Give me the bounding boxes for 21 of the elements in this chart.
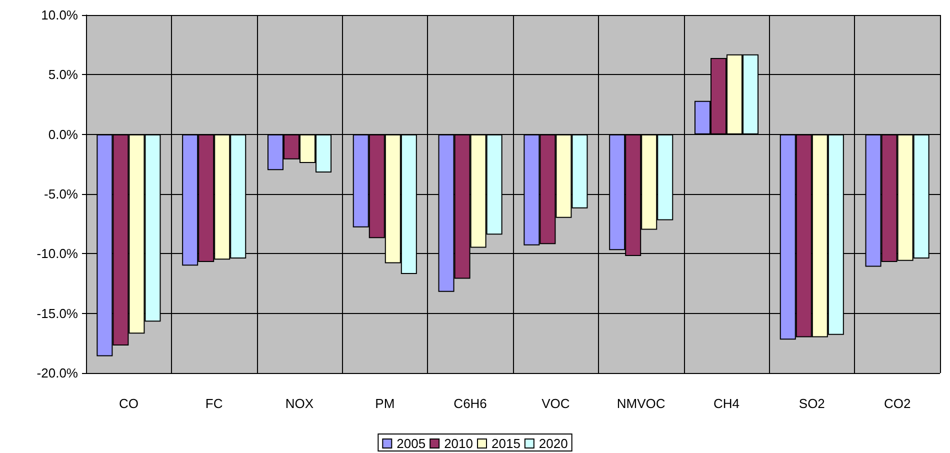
x-tick-label: NOX: [285, 396, 314, 411]
legend-label: 2015: [492, 436, 520, 451]
y-tick-label: 0.0%: [48, 126, 78, 142]
y-tick-label: -15.0%: [36, 306, 78, 321]
legend-label: 2010: [444, 436, 473, 451]
x-tick-label: CH4: [713, 396, 740, 411]
x-tick-label: NMVOC: [616, 396, 666, 411]
y-tick-label: 5.0%: [48, 67, 78, 82]
x-tick-label: FC: [205, 396, 223, 411]
y-tick-label: -10.0%: [36, 246, 78, 262]
x-tick-label: PM: [375, 396, 395, 411]
x-tick-label: C6H6: [454, 396, 487, 411]
y-tick-label: 10.0%: [41, 8, 78, 22]
y-tick-label: -5.0%: [44, 186, 78, 202]
x-tick-label: CO2: [884, 396, 911, 411]
legend-label: 2020: [538, 436, 568, 451]
x-tick-label: VOC: [542, 396, 570, 411]
y-tick-label: -20.0%: [36, 366, 78, 380]
x-tick-label: SO2: [798, 396, 825, 411]
legend-label: 2005: [396, 436, 426, 451]
x-tick-label: CO: [118, 396, 138, 411]
